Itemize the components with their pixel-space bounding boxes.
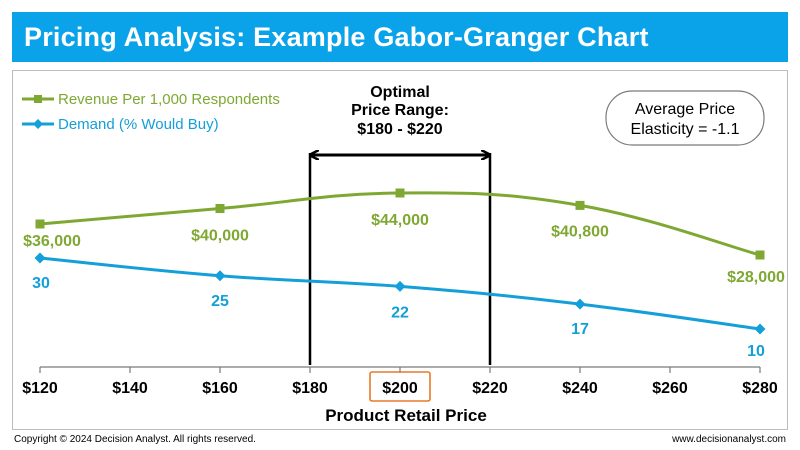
demand-data-labels: 30 25 22 17 10 [32, 275, 765, 360]
demand-label-200: 22 [391, 304, 409, 321]
revenue-point-160 [215, 204, 225, 213]
optimal-range-line-3: $180 - $220 [357, 121, 443, 138]
demand-point-120 [34, 252, 46, 264]
demand-label-160: 25 [211, 293, 229, 310]
copyright-text: Copyright © 2024 Decision Analyst. All r… [14, 434, 256, 445]
demand-label-280: 10 [747, 343, 765, 360]
demand-point-240 [574, 298, 586, 310]
legend-revenue-marker [34, 95, 42, 103]
revenue-label-200: $44,000 [371, 212, 429, 229]
demand-point-280 [754, 323, 766, 335]
demand-label-120: 30 [32, 275, 50, 292]
chart-frame [12, 70, 788, 430]
optimal-range-annotation: Optimal Price Range: $180 - $220 [308, 84, 492, 365]
elasticity-line-2: Elasticity = -1.1 [631, 121, 740, 138]
demand-markers [34, 252, 766, 335]
x-tick-label-280: $280 [742, 380, 778, 397]
legend-demand-label: Demand (% Would Buy) [58, 116, 219, 133]
website-link[interactable]: www.decisionanalyst.com [672, 434, 786, 445]
revenue-point-200 [395, 188, 405, 198]
x-tick-label-200: $200 [382, 380, 418, 397]
revenue-point-280 [755, 250, 765, 260]
x-tick-label-240: $240 [562, 380, 598, 397]
demand-label-240: 17 [571, 321, 589, 338]
x-tick-label-140: $140 [112, 380, 148, 397]
x-tick-label-120: $120 [22, 380, 58, 397]
elasticity-callout: Average Price Elasticity = -1.1 [605, 90, 765, 146]
revenue-data-labels: $36,000 $40,000 $44,000 $40,800 $28,000 [23, 212, 785, 286]
optimal-range-line-1: Optimal [370, 84, 430, 101]
x-tick-label-180: $180 [292, 380, 328, 397]
revenue-label-120: $36,000 [23, 233, 81, 250]
revenue-label-280: $28,000 [727, 269, 785, 286]
revenue-label-160: $40,000 [191, 228, 249, 245]
demand-point-160 [214, 270, 226, 282]
page-title: Pricing Analysis: Example Gabor-Granger … [12, 12, 788, 62]
x-tick-label-220: $220 [472, 380, 508, 397]
revenue-label-240: $40,800 [551, 223, 609, 240]
x-tick-label-160: $160 [202, 380, 238, 397]
revenue-point-120 [35, 219, 45, 229]
revenue-point-240 [575, 200, 585, 210]
legend-demand-marker [33, 119, 43, 129]
demand-point-200 [394, 280, 406, 292]
optimal-range-line-2: Price Range: [351, 102, 449, 119]
revenue-markers [35, 188, 765, 260]
x-tick-label-260: $260 [652, 380, 688, 397]
legend-revenue-label: Revenue Per 1,000 Respondents [58, 91, 280, 108]
x-axis-ticks: $120 $140 $160 $180 $200 $220 $240 $260 $280 [22, 367, 778, 397]
legend: Revenue Per 1,000 Respondents Demand (% … [22, 91, 280, 133]
elasticity-box [605, 90, 765, 146]
elasticity-line-1: Average Price [635, 101, 735, 118]
highlighted-tick-box [369, 371, 431, 402]
x-axis-title: Product Retail Price [325, 406, 487, 425]
